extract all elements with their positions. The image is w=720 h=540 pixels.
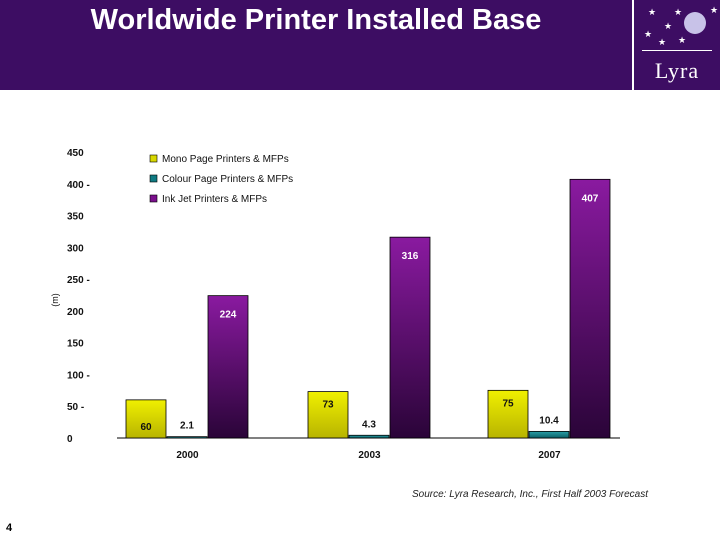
x-tick-label: 2007	[538, 450, 561, 461]
data-label: 10.4	[539, 415, 559, 426]
data-label: 75	[502, 398, 514, 409]
legend-swatch	[149, 174, 158, 183]
bar-mono-2007	[487, 389, 529, 439]
legend-swatch	[149, 194, 158, 203]
page-number: 4	[6, 522, 13, 534]
bar-colour-2000	[166, 436, 208, 439]
bar-ink-2007	[569, 178, 611, 439]
bar-colour-2003	[348, 434, 390, 439]
star-icon: ★	[678, 35, 687, 45]
y-tick-label: 100 -	[67, 370, 90, 381]
star-icon: ★	[674, 7, 683, 17]
x-tick-label: 2000	[176, 450, 199, 461]
y-tick-label: 250 -	[67, 275, 90, 286]
logo-wordmark: Lyra	[654, 58, 700, 83]
lyra-logo: ★ ★ ★ ★ ★ ★ ★ Lyra	[632, 0, 720, 90]
slide-title: Worldwide Printer Installed Base	[90, 4, 542, 36]
y-tick-label: 400 -	[67, 180, 90, 191]
logo-divider	[642, 50, 712, 51]
source-note: Source: Lyra Research, Inc., First Half …	[412, 489, 649, 500]
title-banner	[0, 0, 632, 90]
bar-ink-2000	[207, 295, 249, 439]
y-axis-label: (m)	[50, 293, 60, 307]
data-label: 407	[582, 193, 599, 204]
data-label: 224	[220, 310, 237, 321]
y-tick-label: 150	[67, 339, 84, 350]
star-icon: ★	[648, 7, 657, 17]
y-tick-label: 200	[67, 307, 84, 318]
bar-ink-2003	[389, 236, 431, 439]
legend-label: Colour Page Printers & MFPs	[162, 174, 293, 185]
y-tick-label: 0	[67, 434, 73, 445]
data-label: 60	[140, 422, 152, 433]
bar-colour-2007	[528, 430, 570, 439]
legend-label: Ink Jet Printers & MFPs	[162, 194, 267, 205]
bar-mono-2000	[125, 399, 167, 439]
bar-mono-2003	[307, 391, 349, 439]
legend-label: Mono Page Printers & MFPs	[162, 154, 289, 165]
legend-swatch	[149, 154, 158, 163]
star-icon: ★	[644, 29, 653, 39]
y-tick-label: 300	[67, 243, 84, 254]
data-label: 73	[322, 400, 334, 411]
star-icon: ★	[664, 21, 673, 31]
x-tick-label: 2003	[358, 450, 381, 461]
data-label: 2.1	[180, 421, 194, 432]
y-tick-label: 450	[67, 148, 84, 159]
star-icon: ★	[658, 37, 667, 47]
data-label: 4.3	[362, 419, 376, 430]
y-tick-label: 50 -	[67, 402, 84, 413]
star-icon: ★	[710, 5, 719, 15]
data-label: 316	[402, 251, 419, 262]
moon-icon	[684, 12, 706, 34]
y-tick-label: 350	[67, 212, 84, 223]
